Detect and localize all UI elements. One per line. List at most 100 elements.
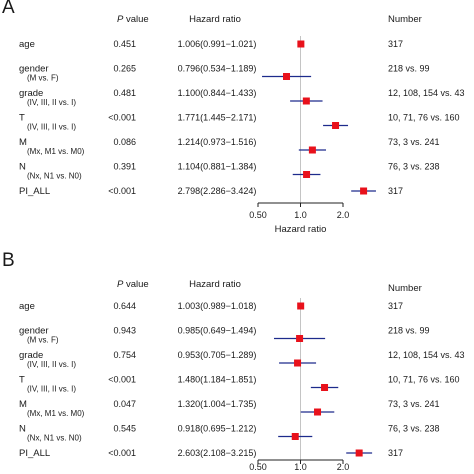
sample-number: 76, 3 vs. 238 [388,162,440,172]
p-value: 0.086 [113,137,136,147]
row-label: gender [19,326,49,337]
point-estimate-marker [297,302,305,310]
sample-number: 73, 3 vs. 241 [388,137,440,147]
sample-number: 317 [388,186,403,196]
p-value: <0.001 [108,113,136,123]
point-estimate-marker [283,73,291,80]
row-sublabel: (M vs. F) [27,74,59,83]
row-label: N [19,162,26,173]
sample-number: 12, 108, 154 vs. 43 [388,88,465,98]
number-header: Number [388,283,422,294]
sample-number: 10, 71, 76 vs. 160 [388,375,460,385]
hazard-ratio-text: 1.320(1.004−1.735) [178,399,257,409]
row-sublabel: (Nx, N1 vs. N0) [27,434,82,443]
hazard-ratio-text: 0.953(0.705−1.289) [178,350,257,360]
table-row: gender(M vs. F) 0.265 0.796(0.534−1.189) 21… [19,64,430,83]
point-estimate-marker [291,433,299,440]
table-row: gender(M vs. F) 0.943 0.985(0.649−1.494) 21… [19,326,430,345]
row-label: T [19,113,25,124]
hazard-ratio-text: 1.003(0.989−1.018) [178,301,257,311]
table-row: T(IV, III, II vs. I) <0.001 1.771(1.445−2.… [19,113,460,132]
hazard-ratio-header: Hazard ratio [189,14,241,25]
panel-b: B P value Hazard ratio Number age 0.644 1.003(… [2,250,465,472]
hazard-ratio-text: 1.214(0.973−1.516) [178,137,257,147]
point-estimate-marker [360,187,368,195]
p-value: 0.943 [113,326,136,336]
sample-number: 73, 3 vs. 241 [388,399,440,409]
point-estimate-marker [355,449,363,457]
p-value: 0.754 [113,350,136,360]
hazard-ratio-text: 0.918(0.695−1.212) [178,424,257,434]
p-value: <0.001 [108,186,136,196]
hazard-ratio-text: 0.796(0.534−1.189) [178,64,257,74]
table-row: M(Mx, M1 vs. M0) 0.047 1.320(1.004−1.735) 7… [19,399,440,418]
row-sublabel: (IV, III, II vs. I) [27,123,76,132]
row-label: M [19,137,27,148]
table-row: age 0.644 1.003(0.989−1.018) 317 [19,301,403,312]
x-tick-label: 2.0 [337,210,350,220]
sample-number: 10, 71, 76 vs. 160 [388,113,460,123]
row-label: grade [19,350,43,361]
point-estimate-marker [314,408,322,416]
hazard-ratio-text: 1.006(0.991−1.021) [178,39,257,49]
row-label: T [19,375,25,386]
table-row: M(Mx, M1 vs. M0) 0.086 1.214(0.973−1.516) 7… [19,137,440,156]
sample-number: 317 [388,448,403,458]
x-tick-label: 0.50 [249,462,267,472]
sample-number: 218 vs. 99 [388,326,430,336]
p-value-header: P value [117,14,149,25]
point-estimate-marker [297,40,305,48]
row-sublabel: (IV, III, II vs. I) [27,385,76,394]
sample-number: 317 [388,301,403,311]
point-estimate-marker [294,359,302,367]
hazard-ratio-text: 1.104(0.881−1.384) [178,162,257,172]
row-label: PI_ALL [19,186,50,197]
sample-number: 317 [388,39,403,49]
p-italic: P [117,14,124,25]
row-sublabel: (Mx, M1 vs. M0) [27,409,85,418]
p-italic: P [117,279,124,290]
row-label: gender [19,64,49,75]
x-tick-label: 2.0 [337,462,350,472]
point-estimate-marker [321,384,329,391]
x-tick-label: 1.0 [294,210,307,220]
point-estimate-marker [296,335,304,342]
panel-letter: A [2,0,15,18]
table-row: N(Nx, N1 vs. N0) 0.391 1.104(0.881−1.384) 7… [19,162,440,181]
p-rest: value [123,279,148,290]
point-estimate-marker [303,171,311,178]
x-axis-title: Hazard ratio [275,224,327,235]
table-row: PI_ALL <0.001 2.603(2.108−3.215) 317 [19,448,403,459]
row-label: M [19,399,27,410]
panel-a: A P value Hazard ratio Number age 0.451 1.006(… [2,0,465,235]
table-row: T(IV, III, II vs. I) <0.001 1.480(1.184−1.… [19,375,460,394]
p-value: <0.001 [108,375,136,385]
p-value: 0.047 [113,399,136,409]
hazard-ratio-text: 2.798(2.286−3.424) [178,186,257,196]
hazard-ratio-header: Hazard ratio [189,279,241,290]
row-label: grade [19,88,43,99]
p-value: 0.451 [113,39,136,49]
table-row: grade(IV, III, II vs. I) 0.481 1.100(0.844… [19,88,465,107]
table-row: PI_ALL <0.001 2.798(2.286−3.424) 317 [19,186,403,197]
row-label: age [19,39,35,50]
row-sublabel: (Mx, M1 vs. M0) [27,147,85,156]
hazard-ratio-text: 0.985(0.649−1.494) [178,326,257,336]
row-label: age [19,301,35,312]
p-rest: value [123,14,148,25]
sample-number: 12, 108, 154 vs. 43 [388,350,465,360]
row-sublabel: (IV, III, II vs. I) [27,360,76,369]
row-label: N [19,424,26,435]
x-tick-label: 1.0 [294,462,307,472]
p-value: 0.391 [113,162,136,172]
p-value: <0.001 [108,448,136,458]
hazard-ratio-text: 1.771(1.445−2.171) [178,113,257,123]
p-value: 0.545 [113,424,136,434]
panel-letter: B [2,250,15,271]
table-row: grade(IV, III, II vs. I) 0.754 0.953(0.705… [19,350,465,369]
p-value: 0.265 [113,64,136,74]
sample-number: 218 vs. 99 [388,64,430,74]
row-sublabel: (M vs. F) [27,336,59,345]
number-header: Number [388,14,422,25]
